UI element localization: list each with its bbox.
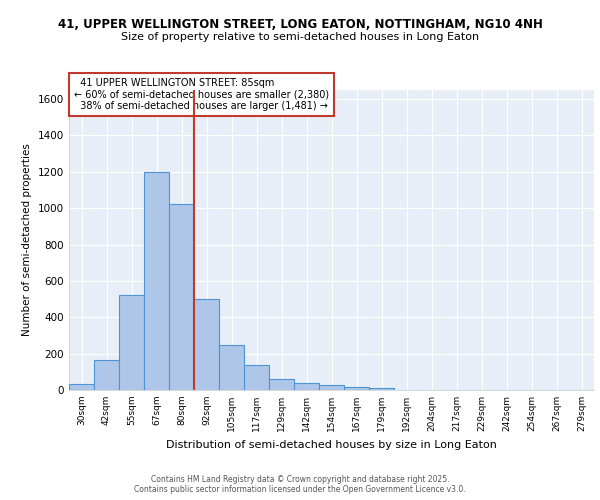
Bar [194,299,219,390]
Bar [319,386,344,390]
Bar [244,364,269,390]
Bar [219,346,244,390]
X-axis label: Distribution of semi-detached houses by size in Long Eaton: Distribution of semi-detached houses by … [166,440,497,450]
Text: Size of property relative to semi-detached houses in Long Eaton: Size of property relative to semi-detach… [121,32,479,42]
Bar [344,388,369,390]
Bar [269,379,294,390]
Bar [94,360,119,390]
Bar [69,384,94,390]
Bar [369,388,394,390]
Text: 41, UPPER WELLINGTON STREET, LONG EATON, NOTTINGHAM, NG10 4NH: 41, UPPER WELLINGTON STREET, LONG EATON,… [58,18,542,30]
Bar [119,294,144,390]
Bar [169,204,194,390]
Text: Contains HM Land Registry data © Crown copyright and database right 2025.
Contai: Contains HM Land Registry data © Crown c… [134,474,466,494]
Text: 41 UPPER WELLINGTON STREET: 85sqm
← 60% of semi-detached houses are smaller (2,3: 41 UPPER WELLINGTON STREET: 85sqm ← 60% … [74,78,329,111]
Bar [144,172,169,390]
Bar [294,383,319,390]
Y-axis label: Number of semi-detached properties: Number of semi-detached properties [22,144,32,336]
